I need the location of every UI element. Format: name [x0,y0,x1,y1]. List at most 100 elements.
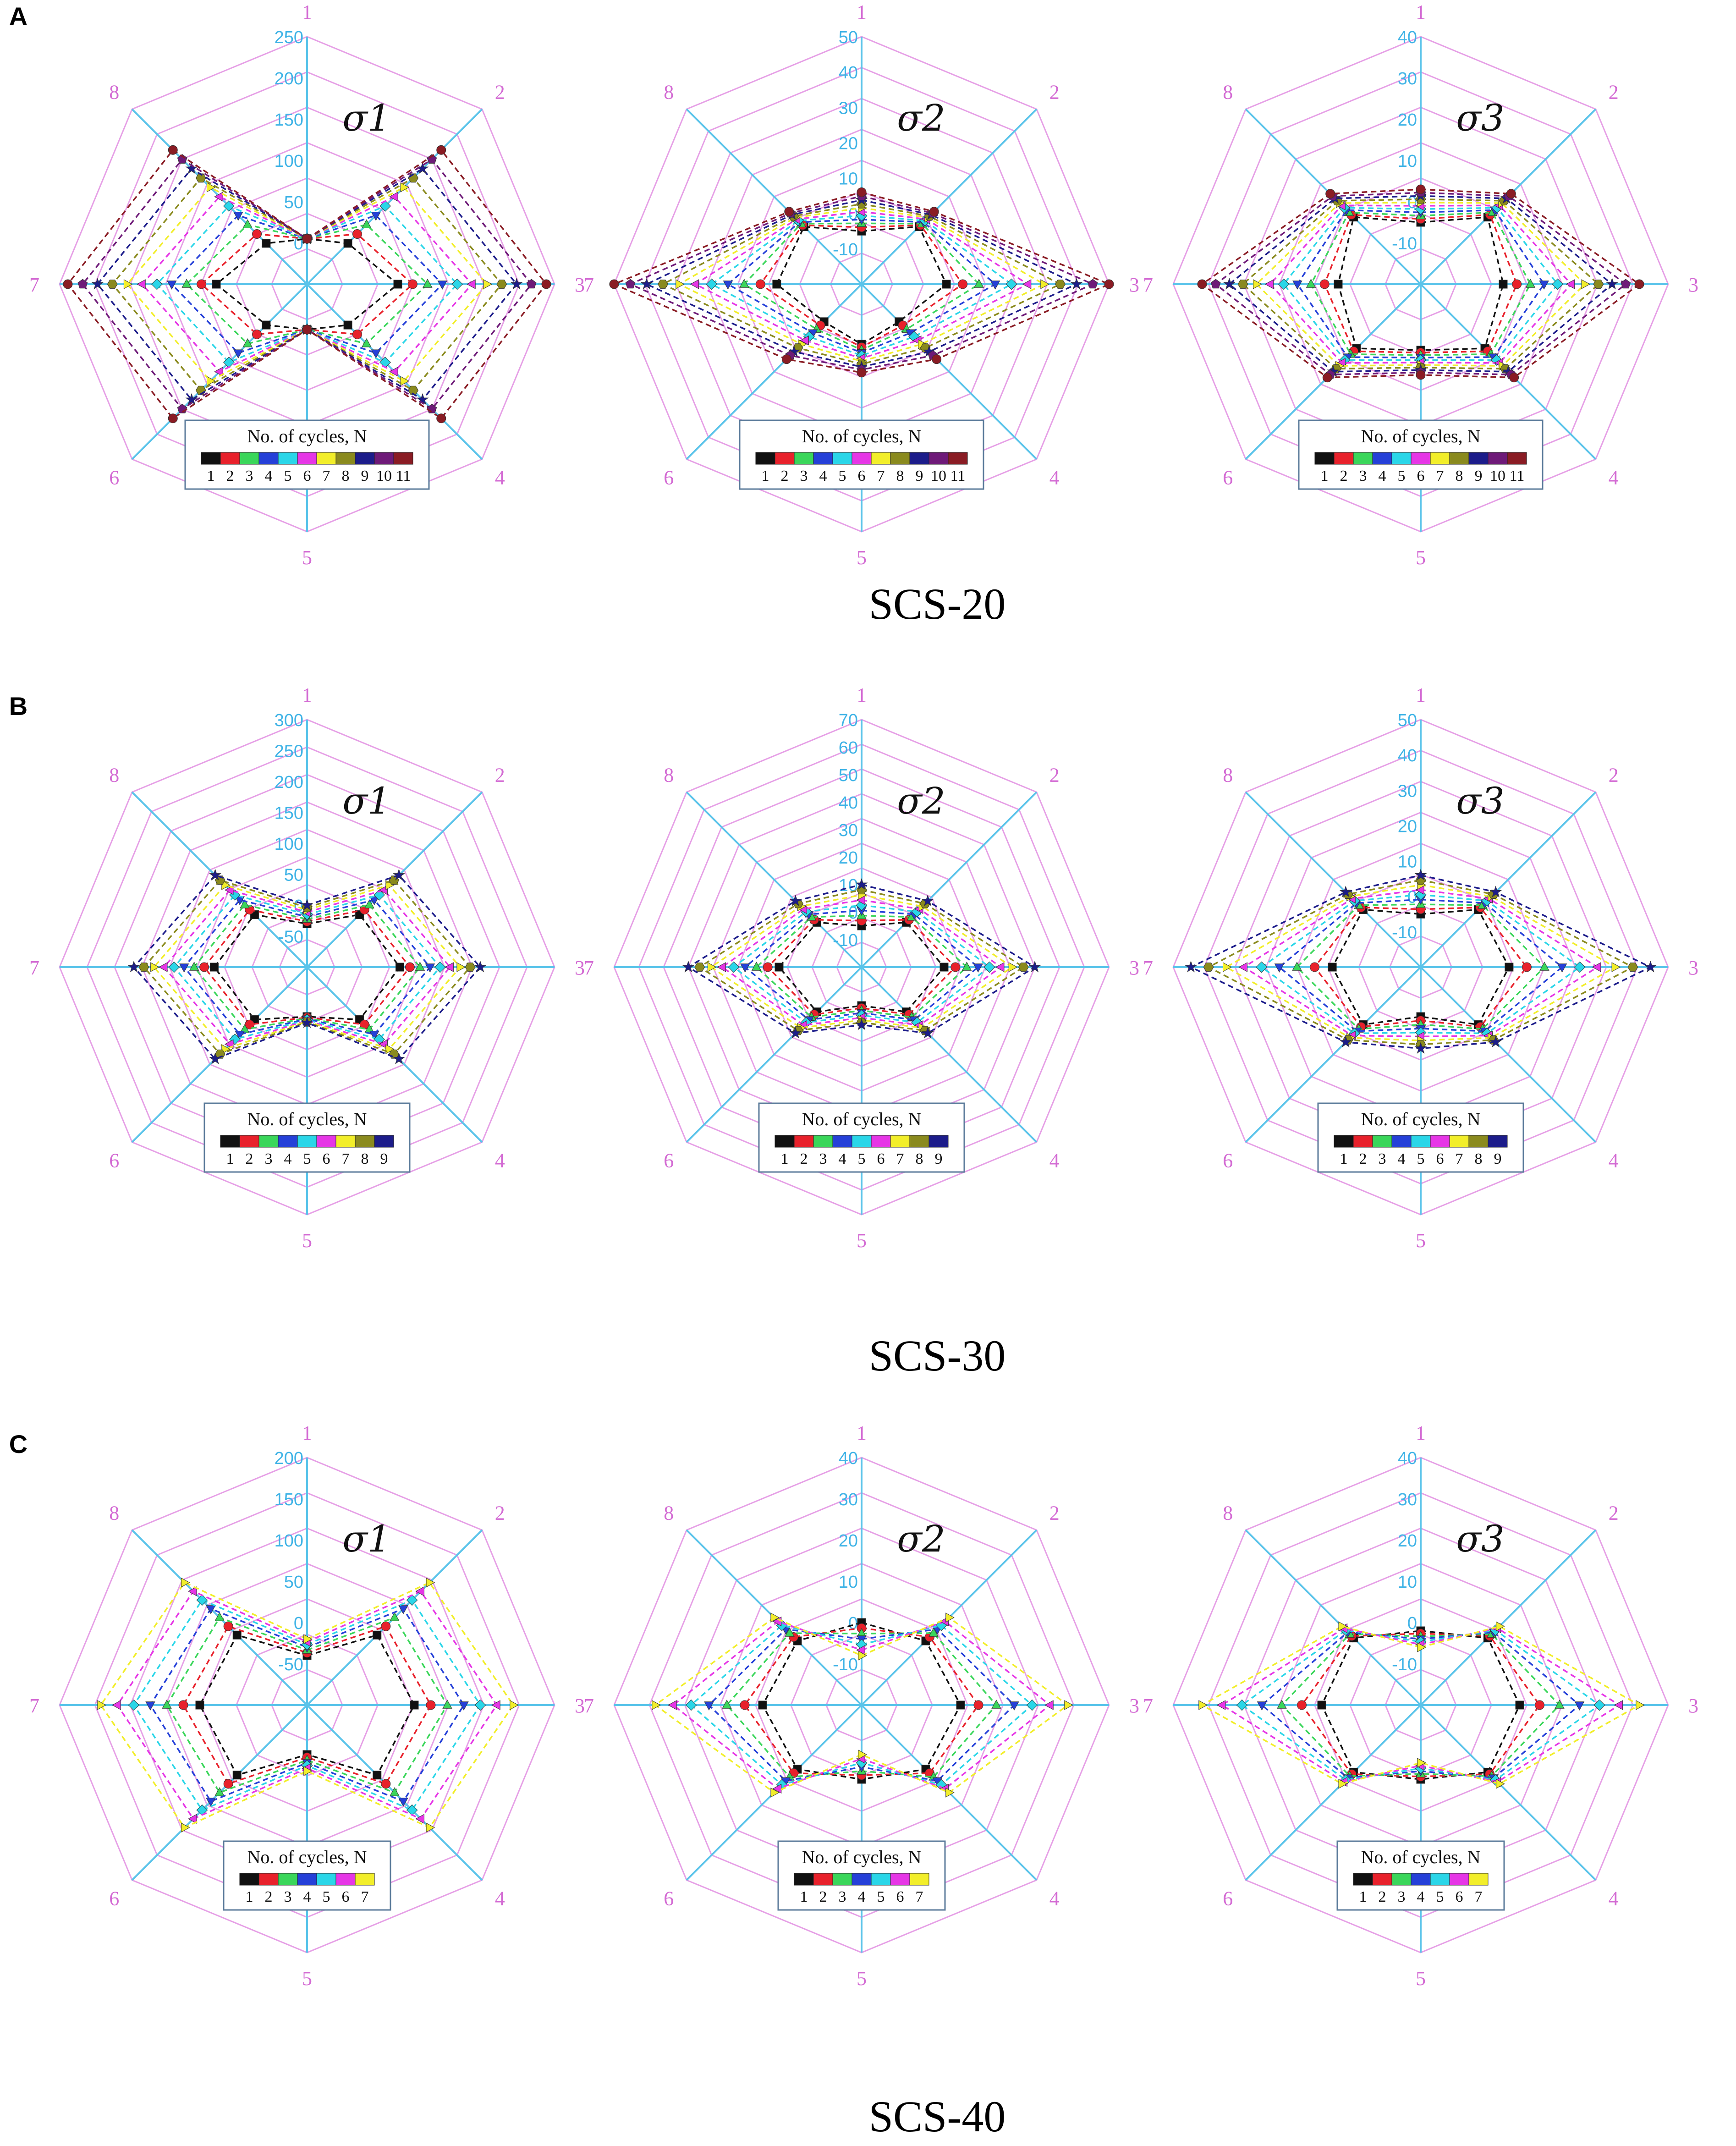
legend-swatch [1488,1135,1508,1148]
data-marker [1512,279,1522,289]
data-marker [343,320,352,330]
data-marker [1008,962,1018,972]
data-marker [1310,962,1320,972]
spoke-label: 2 [495,1502,505,1524]
data-marker [426,1700,436,1710]
data-marker [1338,1779,1348,1789]
data-marker [235,1031,245,1040]
legend-label: 3 [839,1888,846,1905]
spoke-label: 3 [1129,274,1139,296]
data-marker [352,329,362,339]
data-marker [1292,281,1302,290]
data-marker [1306,279,1316,288]
data-marker [1566,279,1575,289]
legend-label: 5 [1398,468,1406,484]
legend-label: 4 [1379,468,1386,484]
data-marker [723,281,733,290]
data-marker [127,960,140,973]
data-marker [381,1779,391,1789]
data-marker [392,1052,405,1064]
spoke-label: 5 [1416,1967,1426,1990]
data-marker [932,354,942,364]
data-marker [974,279,984,288]
tick-label: 100 [275,835,303,854]
data-marker [199,962,209,972]
data-marker [1555,1700,1565,1709]
data-marker [1416,184,1426,194]
data-marker [1509,373,1519,383]
spoke-label: 2 [1049,1502,1060,1524]
legend-swatch [1430,1873,1450,1886]
spoke-label: 5 [302,1229,312,1252]
series-line [1331,908,1510,1026]
data-marker [301,1016,313,1028]
tick-label: 40 [1398,28,1417,47]
data-marker [398,1798,408,1807]
data-marker [400,376,410,386]
data-marker [150,962,159,972]
legend-swatch [909,452,929,465]
tick-label: -10 [833,931,858,950]
data-marker [510,1700,519,1710]
data-marker [207,376,216,386]
data-marker [1614,1700,1623,1710]
data-marker [1274,963,1285,973]
legend-title: No. of cycles, N [802,426,921,446]
legend-label: 2 [800,1150,808,1167]
data-marker [245,1019,255,1029]
data-marker [396,963,404,972]
data-marker [800,335,809,346]
tick-label: 50 [284,1573,303,1592]
spoke-8 [1245,1529,1422,1706]
legend-swatch [871,1135,891,1148]
data-marker [1223,962,1232,972]
data-marker [392,869,405,880]
spoke-8 [686,108,863,285]
data-marker [496,280,507,289]
legend-swatch [1391,1873,1412,1886]
spoke-label: 1 [302,1,312,23]
data-marker [690,279,699,289]
spoke-8 [686,791,863,968]
spoke-label: 7 [584,274,594,296]
data-marker [950,962,961,972]
data-marker [352,229,362,239]
spoke-label: 3 [1688,1695,1698,1717]
data-marker [451,278,463,290]
legend-label: 7 [323,468,330,484]
data-marker [459,1701,469,1711]
data-marker [1417,1758,1426,1768]
legend-swatch [278,1135,298,1148]
data-marker [1292,962,1302,971]
data-marker [1414,869,1427,880]
data-marker [415,962,425,971]
chart-title: σ2 [897,780,945,822]
tick-label: 20 [839,1531,858,1551]
data-marker [1322,373,1332,383]
data-marker [740,1700,750,1710]
data-marker [739,279,749,288]
data-marker [1489,1035,1502,1048]
spoke-label: 7 [1143,1695,1153,1717]
data-marker [1496,1779,1505,1789]
data-marker [223,1779,233,1789]
spoke-label: 7 [29,957,39,979]
tick-label: 20 [839,848,858,868]
legend-swatch [890,1135,910,1148]
series-line [163,889,451,1045]
data-marker [1277,1700,1287,1709]
legend-label: 2 [265,1888,273,1905]
tick-label: 250 [275,28,303,47]
legend-swatch [316,1873,336,1886]
data-marker [262,320,271,330]
chart-title: σ2 [897,97,945,139]
tick-label: 250 [275,742,303,761]
legend-swatch [1334,452,1354,465]
data-marker [207,182,216,193]
legend-label: 4 [303,1888,311,1905]
spoke-label: 5 [302,1967,312,1990]
row-caption: SCS-20 [869,579,1006,628]
legend-label: 6 [1456,1888,1463,1905]
